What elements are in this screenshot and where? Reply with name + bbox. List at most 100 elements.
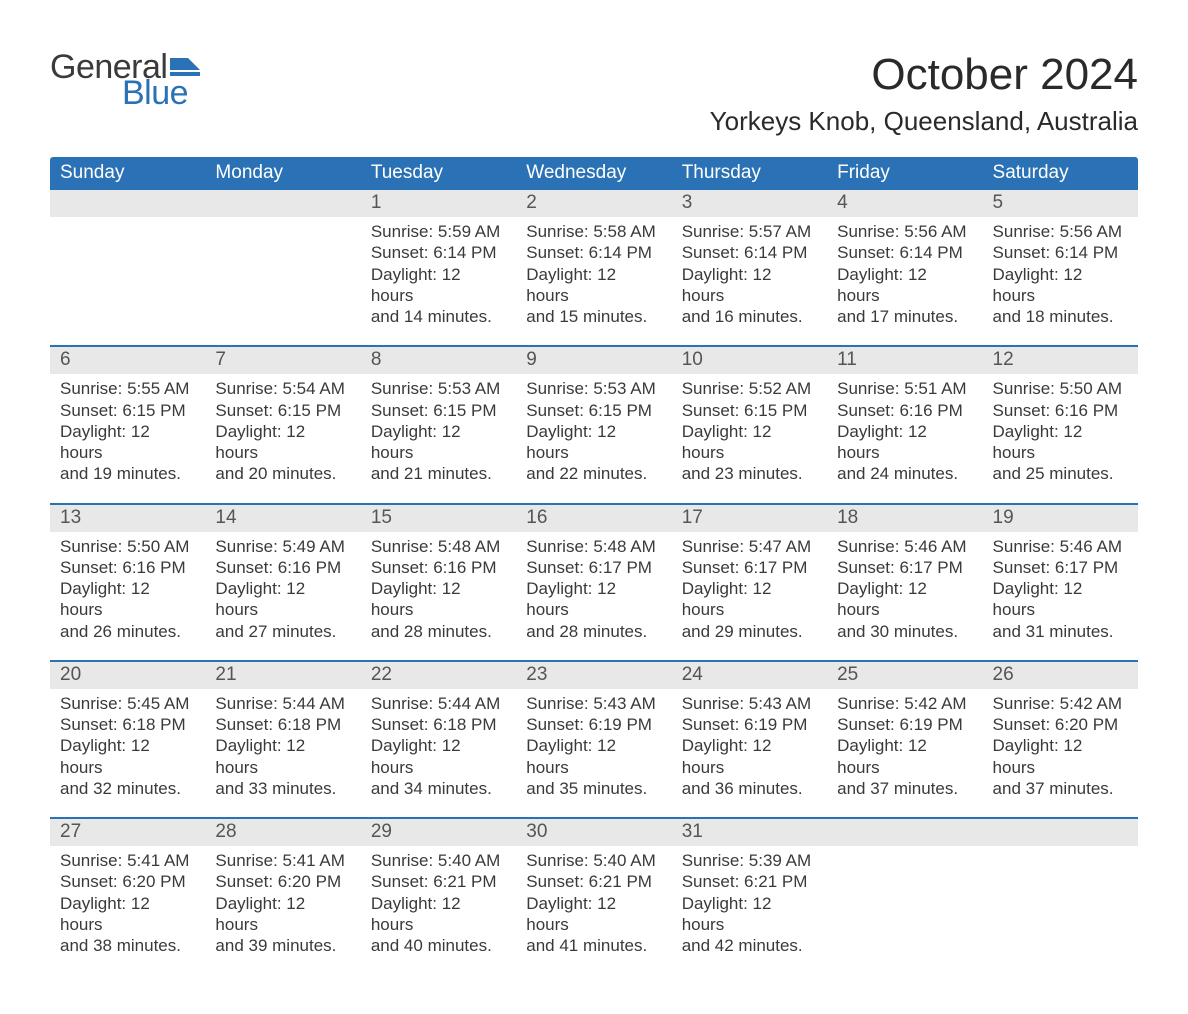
day-number: [983, 819, 1138, 846]
sunrise-line: Sunrise: 5:50 AM: [993, 378, 1128, 399]
sunrise-line: Sunrise: 5:40 AM: [371, 850, 506, 871]
daylight-line-2: and 26 minutes.: [60, 621, 195, 642]
sunset-line: Sunset: 6:21 PM: [371, 871, 506, 892]
calendar-day: 22Sunrise: 5:44 AMSunset: 6:18 PMDayligh…: [361, 662, 516, 817]
logo: General Blue: [50, 50, 200, 110]
sunrise-line: Sunrise: 5:58 AM: [526, 221, 661, 242]
sunset-line: Sunset: 6:19 PM: [682, 714, 817, 735]
daylight-line-1: Daylight: 12 hours: [60, 735, 195, 778]
day-number: [50, 190, 205, 217]
calendar-day: 3Sunrise: 5:57 AMSunset: 6:14 PMDaylight…: [672, 190, 827, 345]
day-body: Sunrise: 5:45 AMSunset: 6:18 PMDaylight:…: [50, 689, 205, 799]
sunrise-line: Sunrise: 5:48 AM: [371, 536, 506, 557]
sunset-line: Sunset: 6:19 PM: [526, 714, 661, 735]
sunset-line: Sunset: 6:17 PM: [993, 557, 1128, 578]
calendar-day: 6Sunrise: 5:55 AMSunset: 6:15 PMDaylight…: [50, 347, 205, 502]
sunset-line: Sunset: 6:14 PM: [993, 242, 1128, 263]
daylight-line-1: Daylight: 12 hours: [526, 264, 661, 307]
daylight-line-2: and 30 minutes.: [837, 621, 972, 642]
daylight-line-1: Daylight: 12 hours: [682, 421, 817, 464]
sunrise-line: Sunrise: 5:40 AM: [526, 850, 661, 871]
calendar-day: 13Sunrise: 5:50 AMSunset: 6:16 PMDayligh…: [50, 505, 205, 660]
sunset-line: Sunset: 6:21 PM: [682, 871, 817, 892]
sunrise-line: Sunrise: 5:41 AM: [60, 850, 195, 871]
calendar-day: 15Sunrise: 5:48 AMSunset: 6:16 PMDayligh…: [361, 505, 516, 660]
day-body: Sunrise: 5:48 AMSunset: 6:17 PMDaylight:…: [516, 532, 671, 642]
sunset-line: Sunset: 6:17 PM: [526, 557, 661, 578]
sunset-line: Sunset: 6:15 PM: [215, 400, 350, 421]
day-number: 7: [205, 347, 360, 374]
day-number: 11: [827, 347, 982, 374]
day-number: 2: [516, 190, 671, 217]
calendar-day: 1Sunrise: 5:59 AMSunset: 6:14 PMDaylight…: [361, 190, 516, 345]
sunrise-line: Sunrise: 5:50 AM: [60, 536, 195, 557]
calendar-week: 13Sunrise: 5:50 AMSunset: 6:16 PMDayligh…: [50, 503, 1138, 660]
daylight-line-1: Daylight: 12 hours: [993, 421, 1128, 464]
day-number: 18: [827, 505, 982, 532]
day-body: Sunrise: 5:39 AMSunset: 6:21 PMDaylight:…: [672, 846, 827, 956]
daylight-line-2: and 25 minutes.: [993, 463, 1128, 484]
daylight-line-2: and 41 minutes.: [526, 935, 661, 956]
day-body: Sunrise: 5:44 AMSunset: 6:18 PMDaylight:…: [361, 689, 516, 799]
calendar-day: [983, 819, 1138, 974]
day-body: Sunrise: 5:41 AMSunset: 6:20 PMDaylight:…: [205, 846, 360, 956]
sunrise-line: Sunrise: 5:54 AM: [215, 378, 350, 399]
daylight-line-2: and 37 minutes.: [993, 778, 1128, 799]
sunrise-line: Sunrise: 5:39 AM: [682, 850, 817, 871]
day-body: Sunrise: 5:59 AMSunset: 6:14 PMDaylight:…: [361, 217, 516, 327]
day-number: 12: [983, 347, 1138, 374]
sunrise-line: Sunrise: 5:41 AM: [215, 850, 350, 871]
calendar-day: 25Sunrise: 5:42 AMSunset: 6:19 PMDayligh…: [827, 662, 982, 817]
sunset-line: Sunset: 6:15 PM: [60, 400, 195, 421]
sunset-line: Sunset: 6:14 PM: [682, 242, 817, 263]
sunset-line: Sunset: 6:17 PM: [682, 557, 817, 578]
day-body: Sunrise: 5:40 AMSunset: 6:21 PMDaylight:…: [361, 846, 516, 956]
sunrise-line: Sunrise: 5:44 AM: [371, 693, 506, 714]
calendar-day: 18Sunrise: 5:46 AMSunset: 6:17 PMDayligh…: [827, 505, 982, 660]
day-number: 8: [361, 347, 516, 374]
day-number: 13: [50, 505, 205, 532]
sunset-line: Sunset: 6:16 PM: [215, 557, 350, 578]
day-body: Sunrise: 5:42 AMSunset: 6:20 PMDaylight:…: [983, 689, 1138, 799]
day-body: Sunrise: 5:52 AMSunset: 6:15 PMDaylight:…: [672, 374, 827, 484]
day-body: Sunrise: 5:49 AMSunset: 6:16 PMDaylight:…: [205, 532, 360, 642]
page-title: October 2024: [710, 50, 1138, 100]
sunset-line: Sunset: 6:14 PM: [371, 242, 506, 263]
sunset-line: Sunset: 6:16 PM: [837, 400, 972, 421]
daylight-line-1: Daylight: 12 hours: [526, 893, 661, 936]
calendar-day: 9Sunrise: 5:53 AMSunset: 6:15 PMDaylight…: [516, 347, 671, 502]
day-number: 23: [516, 662, 671, 689]
sunrise-line: Sunrise: 5:47 AM: [682, 536, 817, 557]
sunrise-line: Sunrise: 5:53 AM: [371, 378, 506, 399]
sunset-line: Sunset: 6:16 PM: [60, 557, 195, 578]
weekday-header: Thursday: [672, 157, 827, 190]
daylight-line-1: Daylight: 12 hours: [526, 578, 661, 621]
daylight-line-1: Daylight: 12 hours: [682, 893, 817, 936]
calendar-week: 27Sunrise: 5:41 AMSunset: 6:20 PMDayligh…: [50, 817, 1138, 974]
day-number: 29: [361, 819, 516, 846]
daylight-line-1: Daylight: 12 hours: [837, 735, 972, 778]
day-body: Sunrise: 5:56 AMSunset: 6:14 PMDaylight:…: [827, 217, 982, 327]
calendar-day: 4Sunrise: 5:56 AMSunset: 6:14 PMDaylight…: [827, 190, 982, 345]
day-body: Sunrise: 5:44 AMSunset: 6:18 PMDaylight:…: [205, 689, 360, 799]
day-body: Sunrise: 5:54 AMSunset: 6:15 PMDaylight:…: [205, 374, 360, 484]
sunrise-line: Sunrise: 5:46 AM: [837, 536, 972, 557]
daylight-line-2: and 15 minutes.: [526, 306, 661, 327]
sunset-line: Sunset: 6:14 PM: [526, 242, 661, 263]
day-number: 22: [361, 662, 516, 689]
daylight-line-1: Daylight: 12 hours: [371, 264, 506, 307]
daylight-line-1: Daylight: 12 hours: [371, 421, 506, 464]
day-body: Sunrise: 5:47 AMSunset: 6:17 PMDaylight:…: [672, 532, 827, 642]
day-number: 16: [516, 505, 671, 532]
sunrise-line: Sunrise: 5:46 AM: [993, 536, 1128, 557]
calendar-day: 10Sunrise: 5:52 AMSunset: 6:15 PMDayligh…: [672, 347, 827, 502]
weekday-header: Tuesday: [361, 157, 516, 190]
daylight-line-2: and 36 minutes.: [682, 778, 817, 799]
calendar-day: 24Sunrise: 5:43 AMSunset: 6:19 PMDayligh…: [672, 662, 827, 817]
calendar-day: 17Sunrise: 5:47 AMSunset: 6:17 PMDayligh…: [672, 505, 827, 660]
daylight-line-2: and 39 minutes.: [215, 935, 350, 956]
sunset-line: Sunset: 6:20 PM: [215, 871, 350, 892]
daylight-line-2: and 40 minutes.: [371, 935, 506, 956]
daylight-line-2: and 31 minutes.: [993, 621, 1128, 642]
day-number: 27: [50, 819, 205, 846]
